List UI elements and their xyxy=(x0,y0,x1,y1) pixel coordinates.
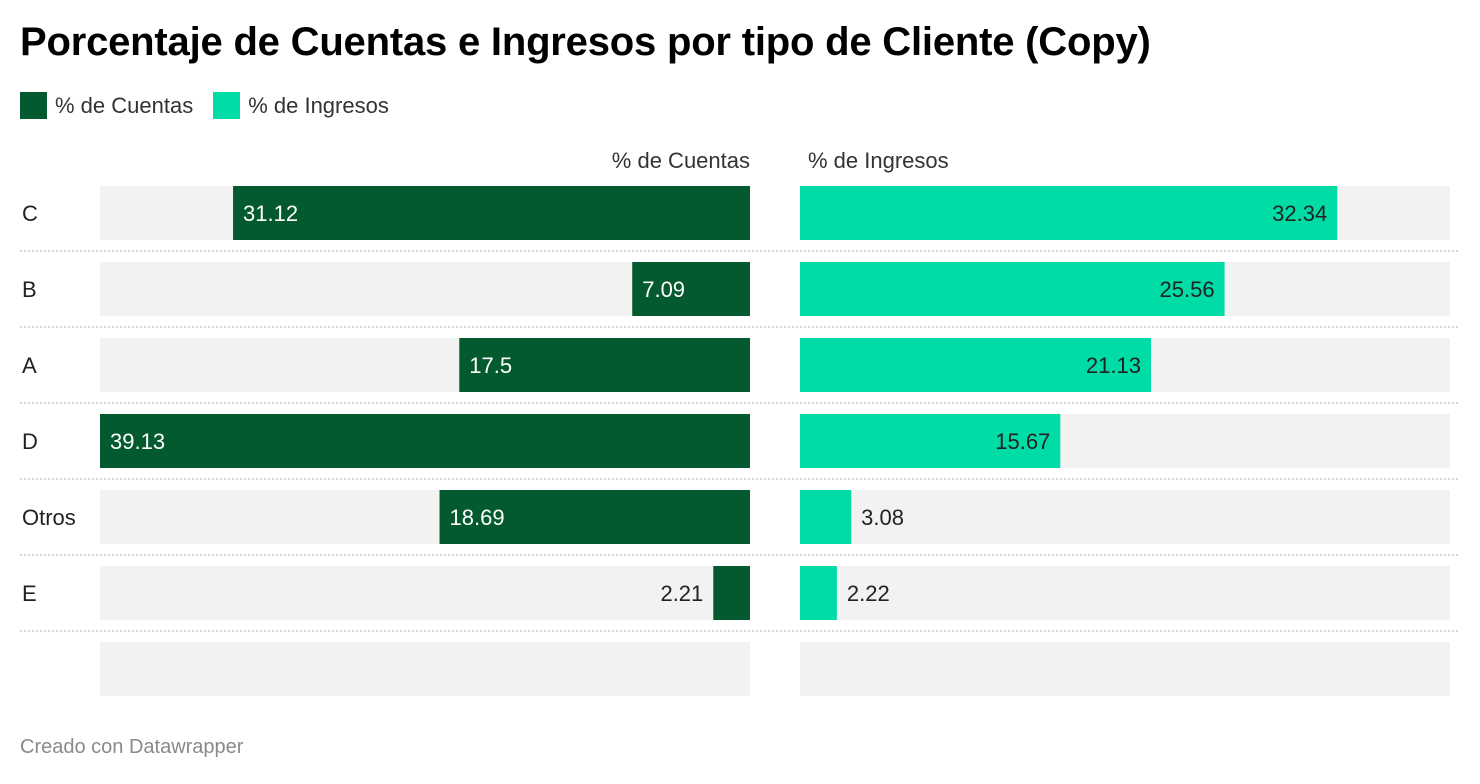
bar-label-ingresos-c: 32.34 xyxy=(1272,201,1327,226)
bar-cuentas-d xyxy=(100,414,750,468)
bar-label-ingresos-e: 2.22 xyxy=(847,581,890,606)
track-ingresos-empty xyxy=(800,642,1450,696)
bar-label-cuentas-otros: 18.69 xyxy=(450,505,505,530)
track-cuentas-e xyxy=(100,566,750,620)
legend-item-cuentas: % de Cuentas xyxy=(20,92,193,119)
bar-cuentas-c xyxy=(233,186,751,240)
legend-swatch-ingresos xyxy=(213,92,241,119)
footer-credit: Creado con Datawrapper xyxy=(20,736,244,758)
row-label-b: B xyxy=(22,277,37,302)
row-label-e: E xyxy=(22,581,37,606)
bar-label-cuentas-d: 39.13 xyxy=(110,429,165,454)
bar-label-ingresos-b: 25.56 xyxy=(1160,277,1215,302)
bar-label-cuentas-c: 31.12 xyxy=(243,201,298,226)
bar-label-cuentas-e: 2.21 xyxy=(660,581,703,606)
legend: % de Cuentas % de Ingresos xyxy=(20,92,409,119)
chart-title: Porcentaje de Cuentas e Ingresos por tip… xyxy=(20,20,1151,64)
bar-label-ingresos-otros: 3.08 xyxy=(861,505,904,530)
bar-cuentas-a xyxy=(459,338,750,392)
bar-label-cuentas-b: 7.09 xyxy=(642,277,685,302)
row-label-otros: Otros xyxy=(22,505,76,530)
track-ingresos-otros xyxy=(800,490,1450,544)
row-label-d: D xyxy=(22,429,38,454)
column-header-cuentas: % de Cuentas xyxy=(611,148,750,173)
bar-cuentas-e xyxy=(713,566,750,620)
bar-ingresos-d xyxy=(800,414,1061,468)
bar-cuentas-b xyxy=(632,262,750,316)
column-header-ingresos: % de Ingresos xyxy=(808,148,949,173)
bar-label-ingresos-a: 21.13 xyxy=(1086,353,1141,378)
bar-ingresos-e xyxy=(800,566,837,620)
legend-label-cuentas: % de Cuentas xyxy=(55,92,194,118)
legend-label-ingresos: % de Ingresos xyxy=(248,92,389,118)
bar-ingresos-b xyxy=(800,262,1225,316)
bar-label-ingresos-d: 15.67 xyxy=(995,429,1050,454)
bar-ingresos-a xyxy=(800,338,1151,392)
track-ingresos-e xyxy=(800,566,1450,620)
bar-ingresos-c xyxy=(800,186,1338,240)
bar-cuentas-otros xyxy=(439,490,750,544)
bar-label-cuentas-a: 17.5 xyxy=(469,353,512,378)
track-cuentas-empty xyxy=(100,642,750,696)
bar-ingresos-otros xyxy=(800,490,852,544)
row-label-a: A xyxy=(22,353,37,378)
legend-swatch-cuentas xyxy=(20,92,47,119)
legend-item-ingresos: % de Ingresos xyxy=(213,92,389,119)
row-label-c: C xyxy=(22,201,38,226)
